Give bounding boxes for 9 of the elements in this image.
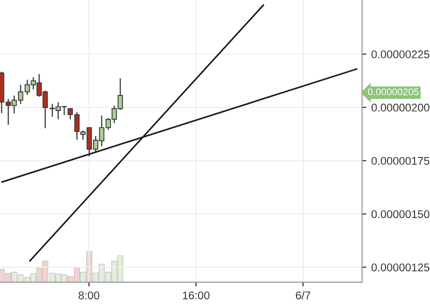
y-tick-label: 0.00000125 bbox=[372, 263, 430, 272]
x-tick-label: 16:00 bbox=[182, 291, 210, 300]
y-tick-label: 0.00000200 bbox=[372, 104, 430, 112]
x-tick-label: 6/7 bbox=[296, 291, 310, 300]
y-tick-label: 0.00000225 bbox=[372, 50, 430, 58]
y-tick-label: 0.00000150 bbox=[372, 210, 430, 218]
text: 0.00000205 bbox=[368, 88, 419, 96]
x-tick-label: 8:00 bbox=[78, 291, 100, 300]
y-tick-label: 0.00000175 bbox=[372, 156, 430, 165]
